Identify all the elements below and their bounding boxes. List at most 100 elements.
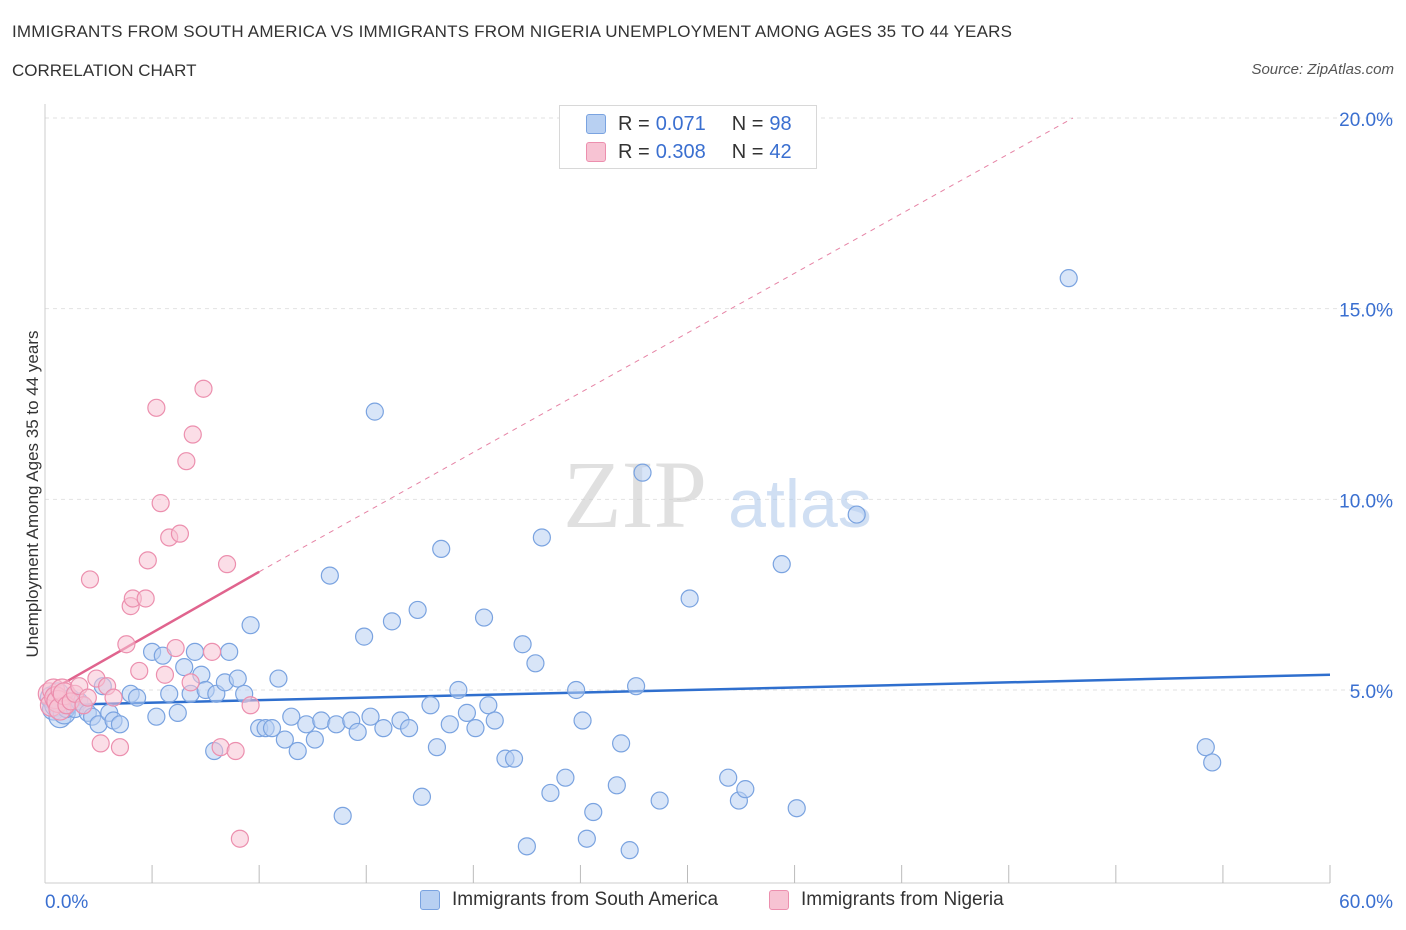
correlation-legend: R = 0.071 N = 98 R = 0.308 N = 42 <box>559 105 817 169</box>
legend-item-nigeria[interactable]: Immigrants from Nigeria <box>769 889 1004 911</box>
source-label: Source: ZipAtlas.com <box>1251 61 1394 78</box>
legend-swatch-blue <box>420 890 440 910</box>
y-tick-label: 15.0% <box>1339 301 1393 322</box>
point-south-america <box>633 463 652 482</box>
point-south-america <box>449 680 468 700</box>
point-south-america <box>282 707 301 726</box>
legend-item-south-america[interactable]: Immigrants from South America <box>420 889 718 911</box>
point-south-america <box>361 707 380 726</box>
point-south-america <box>573 711 592 730</box>
point-south-america <box>485 711 504 730</box>
point-south-america <box>457 703 477 722</box>
point-south-america <box>1196 738 1215 757</box>
point-nigeria <box>104 688 123 707</box>
point-south-america <box>262 719 282 738</box>
point-south-america <box>228 669 247 688</box>
point-nigeria <box>138 551 157 570</box>
point-nigeria <box>217 555 237 574</box>
point-south-america <box>427 738 447 757</box>
watermark: ZIP atlas <box>563 441 872 548</box>
point-south-america <box>736 780 755 799</box>
legend-n-label: N = <box>731 112 764 135</box>
chart-title: IMMIGRANTS FROM SOUTH AMERICA VS IMMIGRA… <box>12 22 1013 41</box>
point-south-america <box>532 528 551 547</box>
point-south-america <box>1059 269 1078 288</box>
point-nigeria <box>130 661 149 681</box>
point-south-america <box>275 730 294 749</box>
axes <box>44 104 1331 884</box>
y-tick-label: 20.0% <box>1339 110 1393 131</box>
point-south-america <box>620 841 639 860</box>
x-tick-label-max: 60.0% <box>1339 892 1393 913</box>
point-nigeria <box>78 688 97 707</box>
tick-labels: 5.0% 10.0% 15.0% 20.0% 0.0% 60.0% <box>45 110 1393 913</box>
legend-label-nigeria: Immigrants from Nigeria <box>801 889 1004 910</box>
point-south-america <box>466 719 485 738</box>
point-south-america <box>541 783 560 803</box>
point-south-america <box>288 741 307 761</box>
point-nigeria <box>110 738 130 757</box>
point-south-america <box>650 791 669 810</box>
legend-r-value: 0.308 <box>655 140 706 163</box>
point-south-america <box>432 539 451 559</box>
y-axis-label-wrap: Unemployment Among Ages 35 to 44 years <box>6 0 42 930</box>
legend-label-south-america: Immigrants from South America <box>452 889 719 910</box>
point-south-america <box>513 635 532 654</box>
series-legend: Immigrants from South America Immigrants… <box>0 889 1406 915</box>
point-south-america <box>517 837 536 856</box>
point-south-america <box>305 730 324 749</box>
point-south-america <box>348 722 367 742</box>
trendline-south-america <box>44 673 1331 707</box>
point-south-america <box>421 696 440 715</box>
point-south-america <box>626 677 646 696</box>
point-south-america <box>312 711 331 730</box>
point-south-america <box>556 768 575 787</box>
point-south-america <box>220 642 239 661</box>
point-nigeria <box>226 741 245 761</box>
point-nigeria <box>211 738 230 757</box>
grid <box>45 117 1395 691</box>
point-nigeria <box>80 570 100 589</box>
point-south-america <box>408 600 427 620</box>
legend-r-label: R = <box>618 112 650 135</box>
trendline-nigeria <box>44 570 260 695</box>
point-nigeria <box>117 635 136 654</box>
point-south-america <box>474 608 494 627</box>
point-south-america <box>526 654 545 673</box>
point-south-america <box>327 715 346 734</box>
point-south-america <box>333 806 352 825</box>
point-south-america <box>719 768 738 787</box>
point-nigeria <box>181 673 200 692</box>
point-south-america <box>612 734 631 753</box>
point-south-america <box>607 776 626 795</box>
point-south-america <box>241 616 260 635</box>
legend-n-value: 42 <box>769 140 792 163</box>
point-nigeria <box>241 696 260 715</box>
point-nigeria <box>230 829 249 848</box>
point-south-america <box>787 799 806 818</box>
point-south-america <box>577 829 596 848</box>
chart-subtitle: CORRELATION CHART <box>12 61 197 80</box>
point-nigeria <box>155 665 175 684</box>
point-south-america <box>160 684 179 703</box>
legend-n-value: 98 <box>769 112 792 135</box>
point-nigeria <box>183 425 202 444</box>
point-nigeria <box>136 589 155 608</box>
point-south-america <box>772 555 791 574</box>
watermark-zip: ZIP <box>563 441 707 548</box>
point-south-america <box>297 715 316 734</box>
point-south-america <box>127 688 147 707</box>
point-south-america <box>847 505 866 524</box>
point-south-america <box>147 707 166 726</box>
point-south-america <box>1203 753 1222 772</box>
point-south-america <box>399 719 419 738</box>
point-south-america <box>440 715 459 734</box>
point-south-america <box>567 680 586 700</box>
point-nigeria <box>194 379 213 398</box>
legend-swatch-blue <box>586 114 606 134</box>
point-nigeria <box>147 398 166 417</box>
point-south-america <box>269 669 288 688</box>
y-tick-label: 10.0% <box>1339 491 1393 512</box>
point-south-america <box>175 658 194 677</box>
